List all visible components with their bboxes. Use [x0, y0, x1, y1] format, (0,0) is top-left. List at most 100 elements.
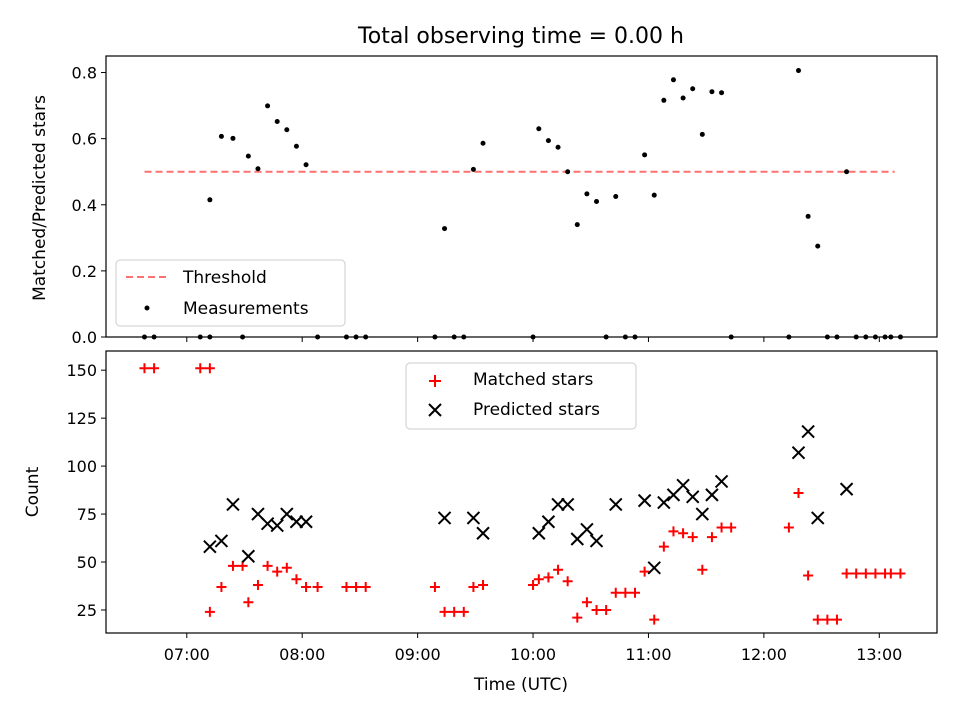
measurement-point — [815, 243, 821, 249]
measurement-point — [442, 226, 448, 232]
matched-star-point — [429, 581, 440, 592]
bottom-chart-xlabel: Time (UTC) — [473, 675, 568, 695]
predicted-star-point — [647, 561, 661, 575]
measurement-point — [670, 77, 676, 83]
predicted-star-point — [203, 539, 217, 554]
bottom-y-tick-label: 25 — [77, 601, 97, 620]
measurement-point — [565, 169, 571, 175]
legend-measurements-swatch — [144, 305, 150, 311]
matched-star-point — [803, 570, 814, 581]
predicted-star-point — [685, 490, 700, 504]
measurement-point — [651, 192, 657, 198]
bottom-x-tick-label: 07:00 — [164, 645, 210, 664]
matched-star-point — [139, 363, 150, 374]
measurement-point — [480, 140, 486, 146]
predicted-star-point — [560, 497, 575, 512]
predicted-star-point — [280, 507, 294, 521]
matched-star-point — [822, 614, 833, 625]
bottom-y-tick-label: 75 — [77, 505, 97, 524]
top-y-tick-label: 0.2 — [72, 262, 97, 281]
bottom-y-tick-label: 50 — [77, 553, 97, 572]
predicted-star-point — [695, 507, 710, 521]
top-legend-box — [115, 259, 346, 327]
matched-star-point — [716, 522, 727, 533]
predicted-star-point — [214, 534, 229, 548]
matched-star-point — [895, 568, 906, 579]
bottom-y-tick-label: 125 — [66, 409, 97, 428]
predicted-star-point — [580, 522, 594, 537]
measurement-point — [245, 153, 251, 159]
measurement-point — [584, 191, 590, 197]
top-y-tick-label: 0.4 — [72, 196, 97, 215]
matched-star-point — [351, 581, 362, 592]
matched-star-point — [572, 612, 583, 623]
predicted-star-point — [466, 511, 481, 525]
matched-star-point — [639, 566, 650, 577]
bottom-plot-frame — [105, 350, 938, 634]
matched-star-point — [449, 606, 460, 617]
matched-star-point — [204, 606, 215, 617]
matched-star-point — [658, 541, 669, 552]
bottom-y-tick-label: 150 — [66, 361, 97, 380]
matched-star-point — [243, 597, 254, 608]
predicted-star-point — [811, 511, 825, 525]
bottom-x-tick-label: 09:00 — [395, 645, 441, 664]
measurement-point — [805, 213, 811, 219]
predicted-star-point — [270, 518, 284, 533]
matched-star-point — [562, 576, 573, 587]
predicted-star-point — [801, 424, 815, 439]
matched-star-point — [312, 581, 323, 592]
bottom-y-tick-label: 100 — [66, 457, 97, 476]
top-y-tick-label: 0.0 — [72, 328, 97, 347]
matched-star-point — [216, 581, 227, 592]
predicted-star-point — [541, 515, 556, 529]
top-chart-ylabel: Matched/Predicted stars — [30, 95, 50, 301]
measurement-point — [574, 222, 580, 228]
matched-star-point — [860, 568, 871, 579]
bottom-legend-box — [405, 362, 637, 430]
matched-star-point — [439, 606, 450, 617]
legend-predicted-label: Predicted stars — [473, 400, 600, 420]
measurement-point — [536, 126, 542, 132]
measurement-point — [690, 86, 696, 92]
predicted-star-point — [226, 497, 240, 512]
predicted-star-point — [676, 478, 690, 492]
matched-star-point — [812, 614, 823, 625]
matched-star-point — [649, 614, 660, 625]
matched-star-point — [678, 528, 689, 539]
predicted-star-point — [714, 474, 729, 489]
matched-star-point — [227, 560, 238, 571]
matched-star-point — [706, 532, 717, 543]
measurement-point — [719, 90, 725, 96]
matched-star-point — [601, 604, 612, 615]
matched-star-point — [851, 568, 862, 579]
matched-star-point — [528, 580, 539, 591]
legend-measurements-label: Measurements — [183, 299, 309, 319]
measurement-point — [594, 198, 600, 204]
bottom-chart-ylabel: Count — [23, 466, 43, 517]
matched-star-point — [783, 522, 794, 533]
matched-star-point — [885, 568, 896, 579]
measurement-point — [661, 97, 667, 103]
bottom-plot: 07:00 08:00 09:00 10:00 11:00 12:00 13:00 25 50 7… — [66, 361, 906, 664]
measurement-point — [555, 144, 561, 150]
measurement-point — [230, 135, 236, 141]
predicted-star-point — [289, 515, 304, 529]
bottom-x-tick-label: 11:00 — [625, 645, 671, 664]
matched-star-point — [301, 581, 312, 592]
matched-star-point — [629, 587, 640, 598]
predicted-star-point — [839, 482, 854, 496]
bottom-x-tick-label: 13:00 — [856, 645, 902, 664]
bottom-x-tick-label: 12:00 — [741, 645, 787, 664]
matched-star-point — [793, 487, 804, 498]
measurement-point — [613, 194, 619, 199]
matched-star-point — [237, 560, 248, 571]
top-y-tick-label: 0.6 — [72, 130, 97, 149]
measurement-point — [293, 143, 299, 149]
measurement-point — [844, 169, 850, 175]
predicted-star-point — [437, 511, 452, 525]
matched-star-point — [533, 574, 544, 585]
top-y-tick-label: 0.8 — [72, 64, 97, 83]
matched-star-point — [468, 581, 479, 592]
predicted-star-point — [241, 549, 256, 563]
